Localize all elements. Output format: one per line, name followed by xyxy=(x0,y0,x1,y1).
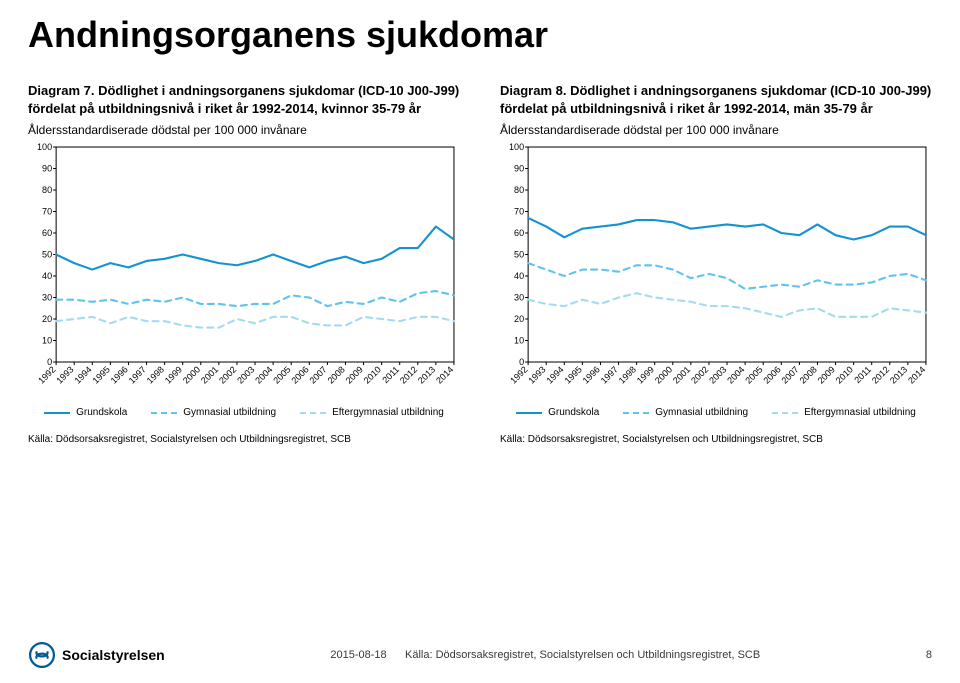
svg-text:2007: 2007 xyxy=(308,364,329,385)
svg-text:2005: 2005 xyxy=(743,364,764,385)
chart-right-plot: 0102030405060708090100199219931994199519… xyxy=(500,143,932,403)
svg-text:30: 30 xyxy=(42,293,52,303)
svg-text:1999: 1999 xyxy=(635,364,656,385)
svg-text:1992: 1992 xyxy=(508,364,529,385)
legend-eftergymnasial-label: Eftergymnasial utbildning xyxy=(332,407,444,418)
chart-right-subtitle: Åldersstandardiserade dödstal per 100 00… xyxy=(500,123,932,137)
svg-text:50: 50 xyxy=(514,250,524,260)
svg-text:1997: 1997 xyxy=(127,364,148,385)
svg-text:10: 10 xyxy=(514,336,524,346)
svg-text:2008: 2008 xyxy=(326,364,347,385)
svg-text:20: 20 xyxy=(42,314,52,324)
svg-text:2013: 2013 xyxy=(416,364,437,385)
svg-text:20: 20 xyxy=(514,314,524,324)
svg-text:40: 40 xyxy=(42,271,52,281)
svg-text:2010: 2010 xyxy=(362,364,383,385)
charts-row: Diagram 7. Dödlighet i andningsorganens … xyxy=(28,82,932,445)
svg-text:2011: 2011 xyxy=(852,364,873,385)
chart-left-title: Diagram 7. Dödlighet i andningsorganens … xyxy=(28,82,460,117)
svg-text:2001: 2001 xyxy=(671,364,692,385)
legend-grundskola: Grundskola xyxy=(44,407,127,418)
legend-grundskola-label: Grundskola xyxy=(76,407,127,418)
svg-text:2014: 2014 xyxy=(434,364,455,385)
svg-text:1998: 1998 xyxy=(145,364,166,385)
svg-text:2010: 2010 xyxy=(834,364,855,385)
svg-text:50: 50 xyxy=(42,250,52,260)
svg-text:1996: 1996 xyxy=(581,364,602,385)
svg-text:70: 70 xyxy=(514,207,524,217)
chart-left-source: Källa: Dödsorsaksregistret, Socialstyrel… xyxy=(28,434,460,445)
svg-text:2011: 2011 xyxy=(380,364,401,385)
footer-date: 2015-08-18 xyxy=(330,649,386,661)
page-footer: Socialstyrelsen 2015-08-18 Källa: Dödsor… xyxy=(0,641,960,669)
svg-text:10: 10 xyxy=(42,336,52,346)
svg-text:2008: 2008 xyxy=(798,364,819,385)
footer-page-number: 8 xyxy=(926,649,932,661)
legend-eftergymnasial: Eftergymnasial utbildning xyxy=(300,407,444,418)
svg-text:80: 80 xyxy=(42,185,52,195)
svg-text:2012: 2012 xyxy=(398,364,419,385)
svg-text:2003: 2003 xyxy=(707,364,728,385)
svg-text:2004: 2004 xyxy=(725,364,746,385)
chart-right-title: Diagram 8. Dödlighet i andningsorganens … xyxy=(500,82,932,117)
svg-text:1999: 1999 xyxy=(163,364,184,385)
socialstyrelsen-logo: Socialstyrelsen xyxy=(28,641,165,669)
chart-right-legend: Grundskola Gymnasial utbildning Eftergym… xyxy=(500,407,932,418)
svg-text:2002: 2002 xyxy=(217,364,238,385)
svg-text:60: 60 xyxy=(42,228,52,238)
svg-text:2006: 2006 xyxy=(761,364,782,385)
svg-text:100: 100 xyxy=(37,143,52,152)
svg-text:40: 40 xyxy=(514,271,524,281)
chart-left-subtitle: Åldersstandardiserade dödstal per 100 00… xyxy=(28,123,460,137)
svg-text:2003: 2003 xyxy=(235,364,256,385)
svg-text:1995: 1995 xyxy=(563,364,584,385)
svg-text:1993: 1993 xyxy=(526,364,547,385)
svg-text:90: 90 xyxy=(514,164,524,174)
legend-grundskola: Grundskola xyxy=(516,407,599,418)
legend-gymnasial: Gymnasial utbildning xyxy=(623,407,748,418)
svg-text:2012: 2012 xyxy=(870,364,891,385)
svg-text:2002: 2002 xyxy=(689,364,710,385)
page-title: Andningsorganens sjukdomar xyxy=(28,14,932,56)
svg-text:2000: 2000 xyxy=(653,364,674,385)
chart-left: Diagram 7. Dödlighet i andningsorganens … xyxy=(28,82,460,445)
svg-text:2001: 2001 xyxy=(199,364,220,385)
footer-source: Källa: Dödsorsaksregistret, Socialstyrel… xyxy=(405,649,760,661)
svg-text:90: 90 xyxy=(42,164,52,174)
legend-grundskola-label: Grundskola xyxy=(548,407,599,418)
svg-text:70: 70 xyxy=(42,207,52,217)
legend-gymnasial-label: Gymnasial utbildning xyxy=(655,407,748,418)
svg-text:1995: 1995 xyxy=(91,364,112,385)
svg-text:1998: 1998 xyxy=(617,364,638,385)
chart-left-plot: 0102030405060708090100199219931994199519… xyxy=(28,143,460,403)
svg-text:2014: 2014 xyxy=(906,364,927,385)
chart-right-source: Källa: Dödsorsaksregistret, Socialstyrel… xyxy=(500,434,932,445)
svg-text:2005: 2005 xyxy=(271,364,292,385)
chart-right: Diagram 8. Dödlighet i andningsorganens … xyxy=(500,82,932,445)
svg-text:2007: 2007 xyxy=(780,364,801,385)
svg-text:30: 30 xyxy=(514,293,524,303)
legend-gymnasial: Gymnasial utbildning xyxy=(151,407,276,418)
svg-text:100: 100 xyxy=(509,143,524,152)
svg-text:1994: 1994 xyxy=(72,364,93,385)
svg-text:1997: 1997 xyxy=(599,364,620,385)
svg-text:1996: 1996 xyxy=(109,364,130,385)
svg-text:80: 80 xyxy=(514,185,524,195)
logo-text: Socialstyrelsen xyxy=(62,647,165,663)
legend-eftergymnasial-label: Eftergymnasial utbildning xyxy=(804,407,916,418)
svg-text:2009: 2009 xyxy=(344,364,365,385)
svg-text:2009: 2009 xyxy=(816,364,837,385)
svg-text:2000: 2000 xyxy=(181,364,202,385)
svg-text:1992: 1992 xyxy=(36,364,57,385)
legend-gymnasial-label: Gymnasial utbildning xyxy=(183,407,276,418)
chart-left-legend: Grundskola Gymnasial utbildning Eftergym… xyxy=(28,407,460,418)
svg-text:1993: 1993 xyxy=(54,364,75,385)
legend-eftergymnasial: Eftergymnasial utbildning xyxy=(772,407,916,418)
svg-text:2004: 2004 xyxy=(253,364,274,385)
svg-text:1994: 1994 xyxy=(544,364,565,385)
svg-text:2013: 2013 xyxy=(888,364,909,385)
svg-text:2006: 2006 xyxy=(289,364,310,385)
svg-text:60: 60 xyxy=(514,228,524,238)
